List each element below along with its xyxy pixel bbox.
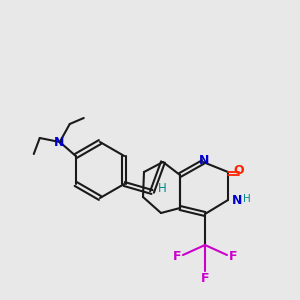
Text: H: H: [158, 182, 166, 194]
Text: H: H: [243, 194, 251, 204]
Text: F: F: [201, 272, 209, 286]
Text: F: F: [229, 250, 237, 262]
Text: N: N: [199, 154, 209, 167]
Text: N: N: [232, 194, 242, 206]
Text: N: N: [54, 136, 64, 148]
Text: O: O: [234, 164, 244, 178]
Text: F: F: [173, 250, 181, 262]
